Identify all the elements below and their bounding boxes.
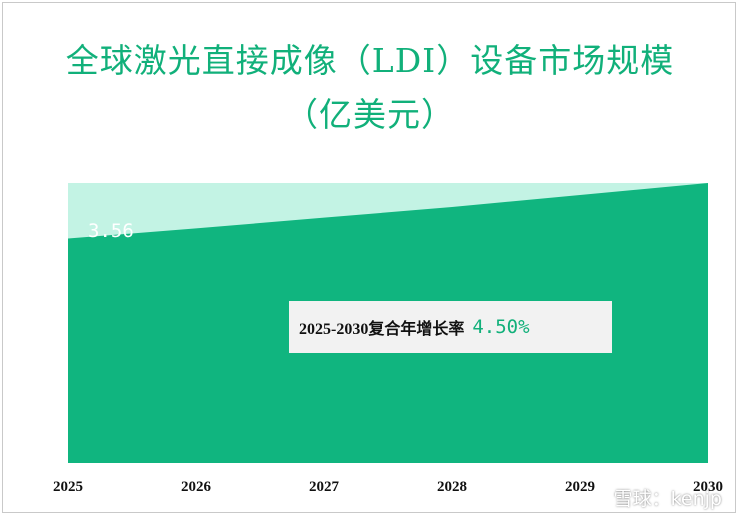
- xueqiu-watermark: 雪球：kenjp: [613, 488, 722, 510]
- cagr-label: 2025-2030复合年增长率: [299, 321, 465, 338]
- x-tick-label: 2029: [565, 479, 595, 495]
- cagr-annotation: 2025-2030复合年增长率 4.50%: [289, 301, 612, 353]
- x-tick-label: 2028: [437, 479, 467, 495]
- x-tick-label: 2026: [181, 479, 212, 495]
- x-tick-label: 2025: [53, 479, 83, 495]
- chart-title-line1: 全球激光直接成像（LDI）设备市场规模: [65, 41, 675, 80]
- chart-title-line2: （亿美元）: [285, 95, 455, 134]
- x-tick-label: 2027: [309, 479, 340, 495]
- x-tick-label: 2030: [693, 479, 723, 495]
- cagr-value: 4.50%: [472, 316, 530, 338]
- x-axis-ticks: 2025 2026 2027 2028 2029 2030: [53, 479, 723, 495]
- start-value-label: 3.56: [88, 220, 134, 242]
